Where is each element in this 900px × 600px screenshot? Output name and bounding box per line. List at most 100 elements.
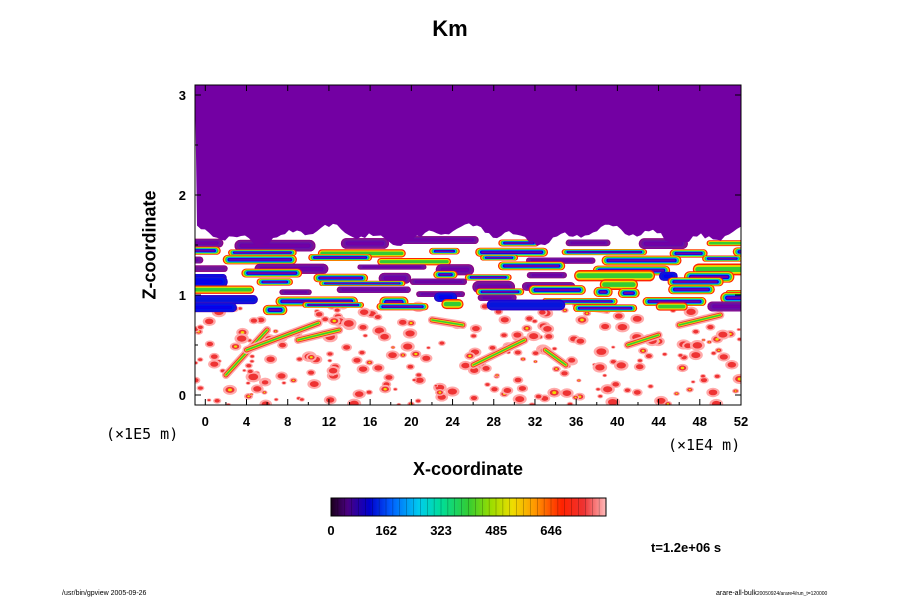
- band-segment: [319, 277, 363, 279]
- streak: [678, 314, 722, 326]
- patch-mid: [632, 315, 642, 322]
- patch-core: [552, 391, 557, 395]
- patch-mid: [617, 324, 628, 331]
- patch-mid: [601, 323, 610, 330]
- band-segment: [752, 255, 819, 257]
- patch-mid: [633, 390, 641, 395]
- patch-mid: [529, 333, 539, 340]
- patch-mid: [405, 330, 415, 337]
- band-core: [195, 276, 228, 288]
- patch-mid: [719, 354, 728, 360]
- colorbar-segments: [337, 498, 600, 516]
- x-axis-unit: (×1E4 m): [668, 436, 741, 454]
- patch-mid: [246, 382, 250, 385]
- patch-mid: [515, 396, 525, 403]
- patch-mid: [214, 399, 220, 403]
- patch-core: [409, 322, 413, 325]
- patch-mid: [246, 363, 252, 368]
- band-core: [195, 238, 224, 248]
- band-segment: [486, 257, 513, 259]
- patch-mid: [399, 319, 407, 325]
- patch-mid: [692, 342, 703, 349]
- patch-mid: [374, 365, 383, 371]
- footer-right: arare-all-bulk20050924/arare4/run_t=1200…: [716, 590, 827, 597]
- patch-core: [578, 379, 580, 381]
- x-tick-label: 28: [487, 414, 501, 429]
- band-segment: [481, 291, 519, 293]
- band-segment: [648, 300, 701, 303]
- band-segment: [439, 273, 452, 276]
- patch-mid: [707, 325, 714, 330]
- x-axis: 0 4 8 12 16 20 24 28 32 36 40 44 48 52: [202, 85, 748, 429]
- x-tick-label: 48: [693, 414, 707, 429]
- patch-mid: [412, 378, 416, 382]
- band-segment: [675, 252, 702, 255]
- patch-mid: [366, 390, 372, 394]
- colorbar-tick-label: 162: [375, 523, 397, 538]
- patch-mid: [567, 402, 573, 405]
- x-axis-label: X-coordinate: [412, 459, 523, 479]
- patch-mid: [610, 360, 617, 364]
- band-segment: [234, 251, 291, 254]
- band-segment: [470, 276, 506, 279]
- patch-mid: [353, 357, 361, 363]
- patch-core: [555, 368, 558, 370]
- patch-mid: [576, 338, 585, 344]
- patch-mid: [359, 309, 369, 315]
- band-core: [486, 299, 566, 311]
- patch-mid: [701, 374, 705, 378]
- patch-mid: [614, 313, 623, 319]
- streak: [245, 322, 320, 351]
- patch-mid: [711, 351, 716, 355]
- patch-mid: [197, 325, 203, 329]
- patch-core: [717, 349, 720, 352]
- patch-core: [233, 345, 238, 348]
- patch-mid: [415, 377, 424, 383]
- patch-mid: [595, 364, 605, 371]
- patch-mid: [416, 399, 421, 403]
- y-tick-label: 0: [179, 388, 186, 403]
- time-label: t=1.2e+06 s: [651, 540, 722, 555]
- band-segment: [379, 260, 449, 264]
- band-segment: [748, 254, 825, 259]
- patch-mid: [326, 397, 335, 403]
- patch-core: [368, 361, 371, 364]
- patch-core: [534, 361, 537, 363]
- y-axis: 0 1 2 3: [179, 88, 741, 403]
- patch-mid: [545, 334, 553, 339]
- band-core: [279, 289, 312, 295]
- patch-mid: [327, 352, 333, 356]
- patch-core: [332, 319, 337, 323]
- colorbar-tick-label: 646: [540, 523, 562, 538]
- x-tick-label: 36: [569, 414, 583, 429]
- patch-mid: [691, 380, 695, 383]
- band-segment: [623, 292, 634, 295]
- x-tick-label: 44: [651, 414, 666, 429]
- x-tick-label: 32: [528, 414, 542, 429]
- patch-mid: [195, 361, 198, 365]
- band-segment: [443, 301, 462, 307]
- patch-mid: [611, 346, 615, 349]
- patch-core: [666, 403, 670, 405]
- band-segment: [750, 254, 822, 258]
- patch-mid: [543, 326, 552, 332]
- band-segment: [504, 242, 534, 244]
- patch-mid: [349, 400, 359, 405]
- patch-mid: [210, 361, 219, 367]
- y-tick-label: 2: [179, 188, 186, 203]
- band-segment: [748, 280, 818, 291]
- band-core: [526, 272, 567, 279]
- patch-mid: [718, 331, 728, 338]
- band-segment: [749, 281, 817, 291]
- patch-core: [274, 330, 277, 332]
- band-segment: [726, 296, 741, 300]
- patch-mid: [472, 325, 480, 332]
- patch-mid: [596, 348, 607, 355]
- patch-mid: [242, 369, 246, 372]
- band-core: [340, 238, 389, 249]
- patch-mid: [481, 304, 489, 309]
- patch-mid: [282, 381, 286, 385]
- band-core: [195, 295, 258, 305]
- band-segment: [195, 249, 215, 252]
- colorbar-labels: 0 162 323 485 646: [327, 523, 562, 538]
